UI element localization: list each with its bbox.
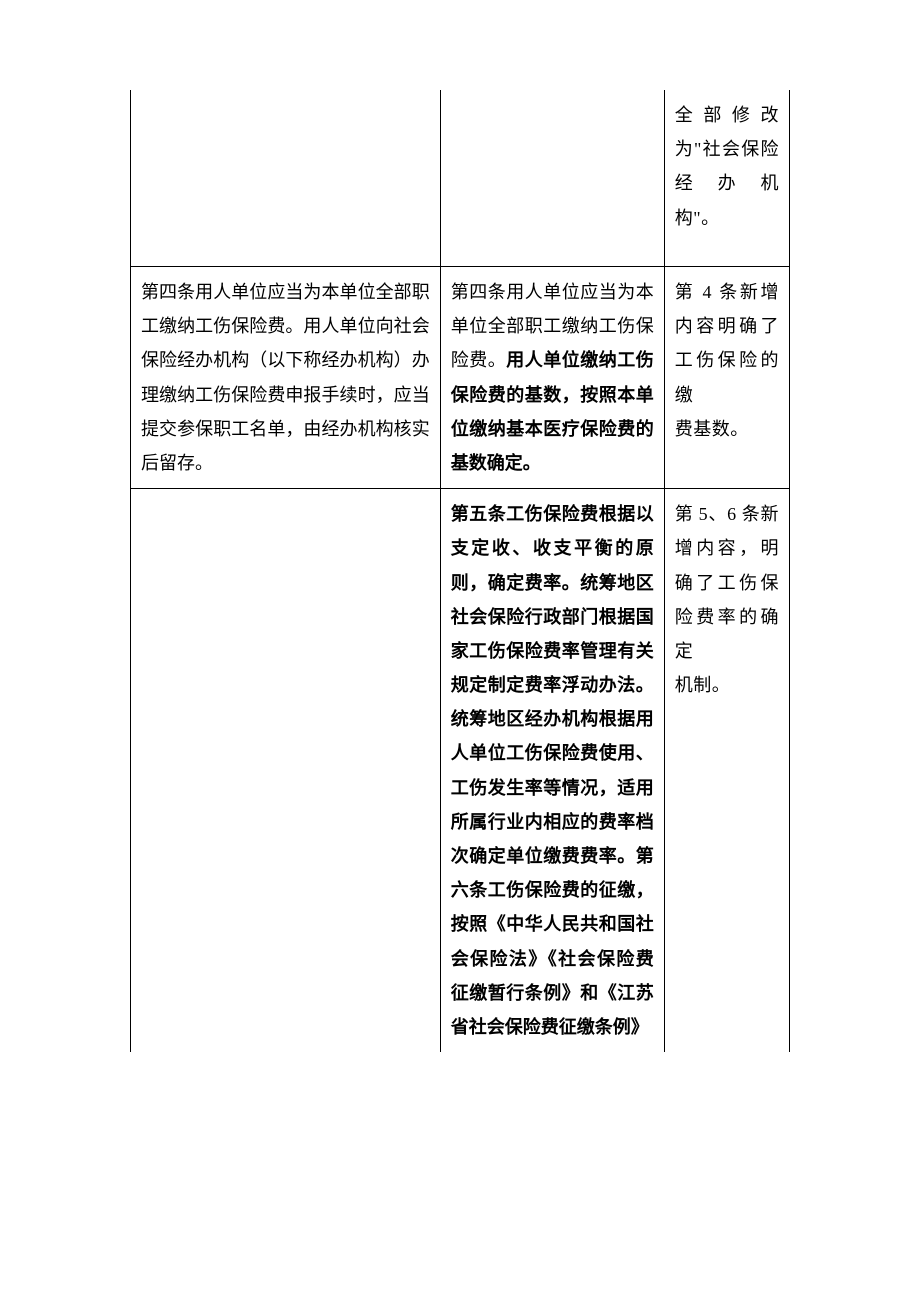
table-row: 全部修改为"社会保险经办机构"。 (131, 90, 790, 267)
comparison-table: 全部修改为"社会保险经办机构"。第四条用人单位应当为本单位全部职工缴纳工伤保险费… (130, 90, 790, 1052)
table-row: 第四条用人单位应当为本单位全部职工缴纳工伤保险费。用人单位向社会保险经办机构（以… (131, 267, 790, 489)
table-row: 第五条工伤保险费根据以支定收、收支平衡的原则，确定费率。统筹地区社会保险行政部门… (131, 489, 790, 1053)
original-text-cell (131, 489, 441, 1053)
revised-text-cell: 第五条工伤保险费根据以支定收、收支平衡的原则，确定费率。统筹地区社会保险行政部门… (440, 489, 664, 1053)
revised-text-cell (440, 90, 664, 267)
original-text-cell (131, 90, 441, 267)
revised-text-cell: 第四条用人单位应当为本单位全部职工缴纳工伤保险费。用人单位缴纳工伤保险费的基数，… (440, 267, 664, 489)
notes-cell: 第 5、6 条新增内容，明确了工伤保险费率的确定机制。 (664, 489, 789, 1053)
table-body: 全部修改为"社会保险经办机构"。第四条用人单位应当为本单位全部职工缴纳工伤保险费… (131, 90, 790, 1052)
notes-cell: 全部修改为"社会保险经办机构"。 (664, 90, 789, 267)
original-text-cell: 第四条用人单位应当为本单位全部职工缴纳工伤保险费。用人单位向社会保险经办机构（以… (131, 267, 441, 489)
notes-cell: 第 4 条新增内容明确了工伤保险的缴费基数。 (664, 267, 789, 489)
